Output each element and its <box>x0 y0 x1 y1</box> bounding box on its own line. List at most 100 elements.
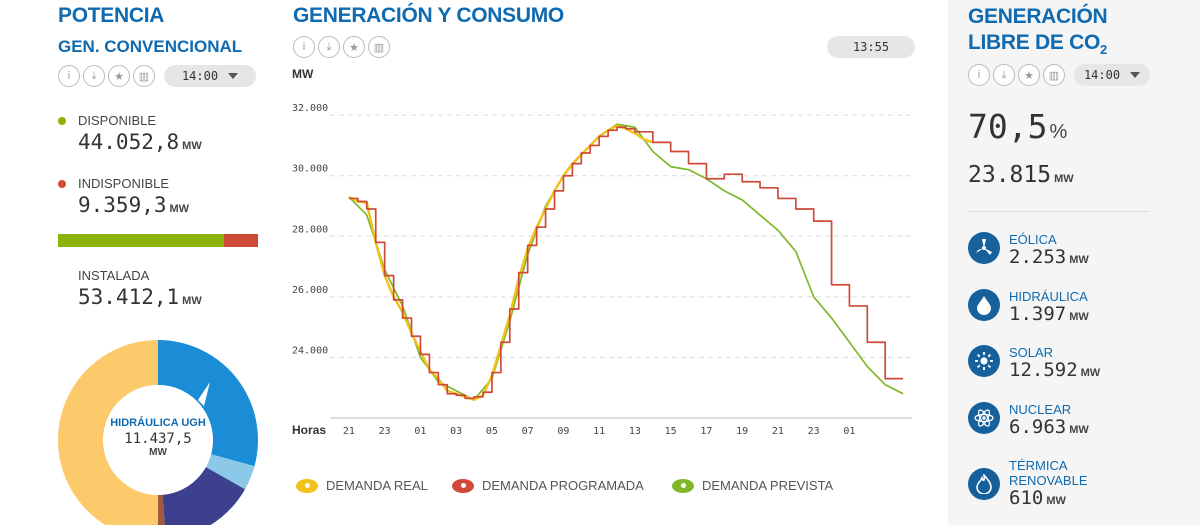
donut-label: HIDRÁULICA UGH <box>110 417 206 429</box>
generacion-panel: GENERACIÓN Y CONSUMO i ⤓ ★ ▥ 13:55 MW 32.… <box>290 0 930 525</box>
x-tick-label: 23 <box>379 426 391 437</box>
legend-demanda-real[interactable]: DEMANDA REAL <box>296 478 428 493</box>
libre-title-line2: LIBRE DE CO2 <box>968 30 1107 63</box>
indisponible-block: INDISPONIBLE <box>58 175 169 193</box>
energy-solar[interactable]: SOLAR 12.592 MW <box>968 345 1100 381</box>
atom-icon <box>968 402 1000 434</box>
libre-percent-block: 70,5% <box>968 107 1067 146</box>
indisponible-unit: MW <box>169 203 190 215</box>
wind-icon <box>968 232 1000 264</box>
x-tick-label: 05 <box>486 426 498 437</box>
generacion-time-value: 13:55 <box>852 40 890 54</box>
potencia-icon-row: i ⤓ ★ ▥ 14:00 <box>58 65 256 87</box>
y-tick-label: 26.000 <box>292 285 328 296</box>
info-icon[interactable]: i <box>58 65 80 87</box>
info-icon[interactable]: i <box>968 64 990 86</box>
libre-co2-panel: GENERACIÓN LIBRE DE CO2 i ⤓ ★ ▥ 14:00 70… <box>948 0 1200 525</box>
y-tick-label: 30.000 <box>292 164 328 175</box>
energy-value: 2.253 <box>1009 246 1067 268</box>
y-tick-label: 24.000 <box>292 345 328 356</box>
libre-title-text: LIBRE DE CO <box>968 31 1101 54</box>
donut-segment-blue[interactable] <box>158 340 258 467</box>
legend-label: DEMANDA REAL <box>326 478 428 493</box>
bar-chart-icon[interactable]: ▥ <box>133 65 155 87</box>
info-icon[interactable]: i <box>293 36 315 58</box>
legend-demanda-prevista[interactable]: DEMANDA PREVISTA <box>672 478 833 493</box>
libre-percent-unit: % <box>1049 121 1068 143</box>
generacion-time-pill[interactable]: 13:55 <box>827 36 915 58</box>
donut-value: 11.437,5 <box>124 431 192 447</box>
y-tick-label: 32.000 <box>292 103 328 114</box>
disponible-value: 44.052,8 <box>78 130 180 154</box>
x-tick-label: 13 <box>629 426 641 437</box>
eye-icon <box>452 478 474 493</box>
legend-demanda-programada[interactable]: DEMANDA PROGRAMADA <box>452 478 644 493</box>
energy-termica-renovable[interactable]: TÉRMICA RENOVABLE 610 MW <box>968 458 1119 509</box>
energy-unit: MW <box>1069 311 1089 323</box>
star-icon[interactable]: ★ <box>108 65 130 87</box>
libre-icon-row: i ⤓ ★ ▥ 14:00 <box>968 64 1150 86</box>
x-tick-label: 19 <box>736 426 748 437</box>
series-line-demanda-prevista <box>348 123 904 401</box>
disponible-dot <box>58 116 66 125</box>
eye-icon <box>672 478 694 493</box>
energy-value: 610 <box>1009 487 1044 509</box>
potencia-subtitle: GEN. CONVENCIONAL <box>58 37 243 56</box>
download-icon[interactable]: ⤓ <box>83 65 105 87</box>
libre-time-select[interactable]: 14:00 <box>1074 64 1150 86</box>
libre-time-value: 14:00 <box>1083 68 1121 82</box>
demand-chart[interactable]: MW 32.000 30.000 28.000 26.000 24.000 Horas 21 2… <box>290 60 930 520</box>
potencia-panel: POTENCIA GEN. CONVENCIONAL i ⤓ ★ ▥ 14:00… <box>58 0 268 525</box>
power-donut-chart[interactable] <box>58 340 268 525</box>
energy-eolica[interactable]: EÓLICA 2.253 MW <box>968 232 1089 268</box>
chevron-down-icon <box>228 73 239 79</box>
x-tick-label: 23 <box>808 426 820 437</box>
star-icon[interactable]: ★ <box>343 36 365 58</box>
potencia-time-value: 14:00 <box>181 69 219 83</box>
x-tick-label: 09 <box>557 426 569 437</box>
x-tick-label: 03 <box>450 426 462 437</box>
energy-value: 12.592 <box>1009 359 1078 381</box>
potencia-title: POTENCIA <box>58 4 165 27</box>
star-icon[interactable]: ★ <box>1018 64 1040 86</box>
donut-segment-brown[interactable] <box>158 494 166 525</box>
energy-unit: MW <box>1080 367 1101 379</box>
disponible-label: DISPONIBLE <box>78 113 157 128</box>
energy-value: 6.963 <box>1009 416 1067 438</box>
energy-label: SOLAR <box>1009 345 1054 360</box>
x-tick-label: 21 <box>343 426 355 437</box>
energy-label: NUCLEAR <box>1009 402 1072 417</box>
energy-unit: MW <box>1069 254 1089 266</box>
x-tick-label: 01 <box>414 426 426 437</box>
energy-label: TÉRMICA RENOVABLE <box>1009 458 1088 488</box>
bar-chart-icon[interactable]: ▥ <box>1043 64 1065 86</box>
donut-center-label: HIDRÁULICA UGH 11.437,5 MW <box>98 417 218 458</box>
generacion-title: GENERACIÓN Y CONSUMO <box>293 4 564 27</box>
x-tick-label: 11 <box>593 426 605 437</box>
donut-segment-purple[interactable] <box>162 467 245 525</box>
donut-unit: MW <box>149 447 167 458</box>
x-tick-label: 21 <box>772 426 784 437</box>
donut-segment-yellow[interactable] <box>58 340 158 525</box>
libre-total: 23.815 <box>968 162 1052 188</box>
x-axis-label: Horas <box>292 423 326 437</box>
y-axis-label: MW <box>292 67 314 81</box>
download-icon[interactable]: ⤓ <box>993 64 1015 86</box>
libre-title-sub: 2 <box>1100 42 1107 58</box>
bar-chart-icon[interactable]: ▥ <box>368 36 390 58</box>
y-tick-label: 28.000 <box>292 224 328 235</box>
energy-hidraulica[interactable]: HIDRÁULICA 1.397 MW <box>968 289 1089 325</box>
potencia-time-select[interactable]: 14:00 <box>164 65 256 87</box>
libre-total-unit: MW <box>1054 173 1074 185</box>
energy-nuclear[interactable]: NUCLEAR 6.963 MW <box>968 402 1089 438</box>
donut-segment-lightblue[interactable] <box>205 454 255 490</box>
download-icon[interactable]: ⤓ <box>318 36 340 58</box>
eye-icon <box>296 478 318 493</box>
x-tick-label: 01 <box>843 426 855 437</box>
water-drop-icon <box>968 289 1000 321</box>
x-tick-label: 17 <box>700 426 712 437</box>
indisponible-dot <box>58 179 66 188</box>
instalada-label: INSTALADA <box>78 268 150 283</box>
energy-unit: MW <box>1046 495 1066 507</box>
libre-title-line1: GENERACIÓN <box>968 5 1108 28</box>
